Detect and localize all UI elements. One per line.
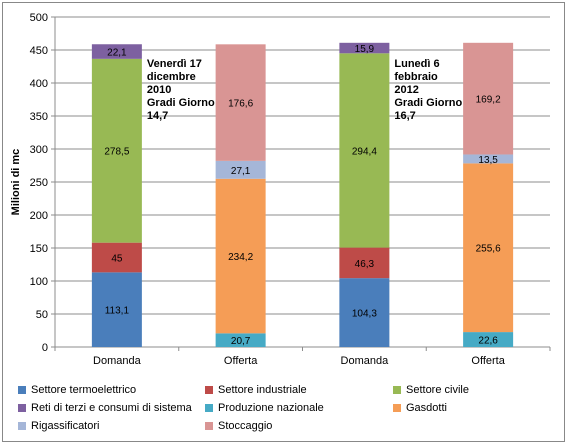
bar-segment bbox=[463, 154, 514, 164]
bar-segment bbox=[339, 247, 390, 279]
y-tick-label: 0 bbox=[42, 342, 48, 354]
annotation-line: 2010 bbox=[147, 84, 171, 96]
data-label: 45 bbox=[111, 254, 123, 265]
y-tick-label: 200 bbox=[30, 210, 48, 222]
bar-segment bbox=[463, 42, 514, 155]
data-label: 27,1 bbox=[231, 166, 251, 177]
annotation-line: Venerdì 17 bbox=[147, 58, 202, 70]
y-tick-label: 350 bbox=[30, 111, 48, 123]
y-tick-label: 100 bbox=[30, 276, 48, 288]
annotation-line: 2012 bbox=[394, 84, 418, 96]
annotation-line: febbraio bbox=[394, 71, 438, 83]
bar-segment bbox=[463, 332, 514, 347]
y-tick-label: 300 bbox=[30, 144, 48, 156]
y-tick-label: 450 bbox=[30, 45, 48, 57]
data-label: 20,7 bbox=[231, 336, 251, 347]
x-tick-label: Offerta bbox=[471, 355, 505, 367]
bar-segment bbox=[463, 163, 514, 333]
y-tick-label: 400 bbox=[30, 78, 48, 90]
bar-segment bbox=[339, 53, 390, 248]
y-axis-label: Milioni di mc bbox=[10, 149, 22, 216]
bar-segment bbox=[91, 58, 142, 243]
annotation-line: Gradi Giorno bbox=[147, 97, 215, 109]
data-label: 234,2 bbox=[228, 252, 253, 263]
x-tick-label: Domanda bbox=[93, 355, 142, 367]
annotation-line: 14,7 bbox=[147, 110, 168, 122]
data-label: 13,5 bbox=[478, 155, 498, 166]
annotation-line: 16,7 bbox=[394, 110, 415, 122]
data-label: 176,6 bbox=[228, 99, 253, 110]
data-label: 255,6 bbox=[476, 244, 501, 255]
y-tick-label: 500 bbox=[30, 12, 48, 24]
bar-segment bbox=[91, 44, 142, 59]
bar-segment bbox=[215, 160, 266, 179]
data-label: 294,4 bbox=[352, 146, 377, 157]
y-tick-label: 250 bbox=[30, 177, 48, 189]
data-label: 104,3 bbox=[352, 309, 377, 320]
bar-segment bbox=[215, 44, 266, 161]
annotation-line: Gradi Giorno bbox=[394, 97, 462, 109]
bar-segment bbox=[339, 42, 390, 54]
annotation-line: Lunedì 6 bbox=[394, 58, 439, 70]
bar-segment bbox=[339, 278, 390, 347]
x-tick-label: Offerta bbox=[224, 355, 258, 367]
data-label: 46,3 bbox=[355, 259, 375, 270]
x-tick-label: Domanda bbox=[341, 355, 390, 367]
data-label: 113,1 bbox=[105, 306, 130, 317]
bar-segment bbox=[215, 178, 266, 334]
annotation-line: dicembre bbox=[147, 71, 196, 83]
data-label: 22,6 bbox=[478, 336, 498, 347]
bar-segment bbox=[215, 333, 266, 347]
y-tick-label: 150 bbox=[30, 243, 48, 255]
bar-segment bbox=[91, 242, 142, 273]
y-tick-label: 50 bbox=[36, 309, 48, 321]
data-label: 169,2 bbox=[476, 95, 501, 106]
data-label: 22,1 bbox=[107, 48, 127, 59]
data-label: 15,9 bbox=[355, 44, 375, 55]
data-label: 278,5 bbox=[104, 147, 129, 158]
bar-segment bbox=[91, 272, 142, 347]
